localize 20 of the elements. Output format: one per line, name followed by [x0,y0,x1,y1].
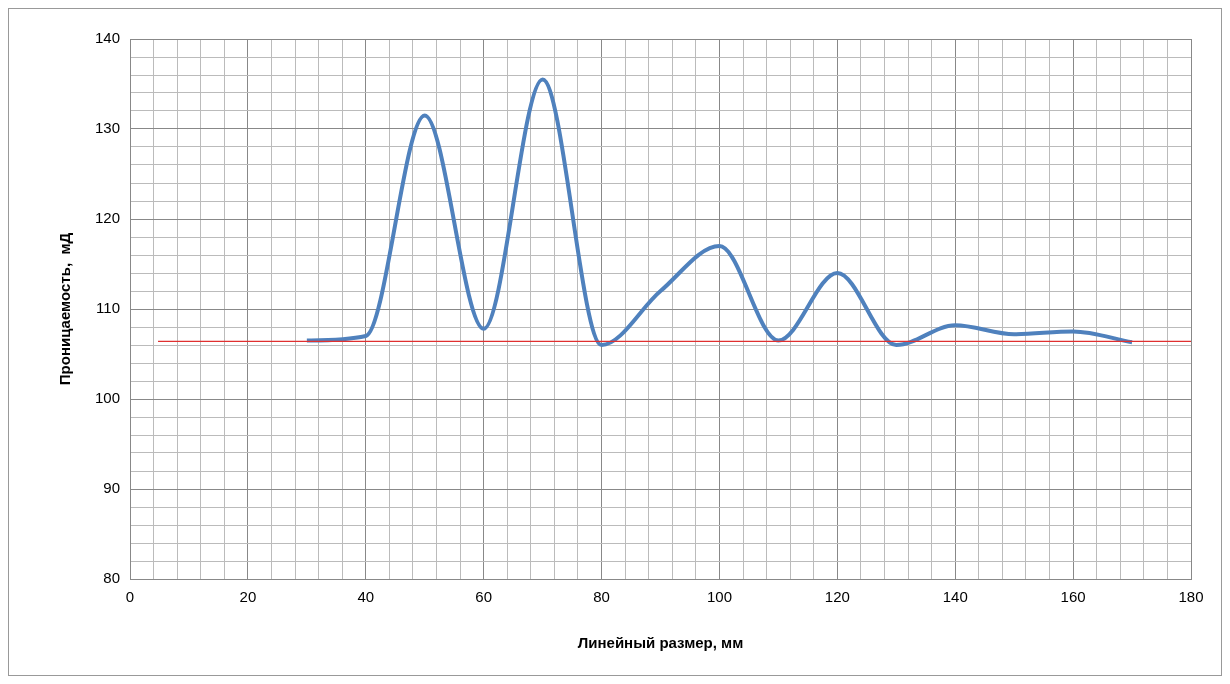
y-tick-label: 140 [95,29,121,47]
y-tick-label: 90 [103,479,121,497]
line-series [304,77,1135,347]
x-tick-label: 180 [1178,588,1204,606]
x-tick-label: 60 [475,588,493,606]
x-tick-label: 160 [1060,588,1086,606]
x-axis-title: Линейный размер, мм [577,634,744,652]
x-tick-label: 100 [706,588,732,606]
x-tick-label: 120 [824,588,850,606]
y-tick-label: 100 [95,389,121,407]
x-tick-label: 140 [942,588,968,606]
y-tick-label: 130 [95,119,121,137]
x-tick-label: 40 [357,588,375,606]
x-tick-label: 20 [239,588,257,606]
y-axis-title: Проницаемость, мД [56,232,74,386]
y-tick-label: 120 [95,209,121,227]
y-tick-label: 110 [96,299,121,317]
y-tick-label: 80 [103,569,121,587]
x-tick-label: 0 [125,588,135,606]
x-tick-label: 80 [593,588,610,606]
